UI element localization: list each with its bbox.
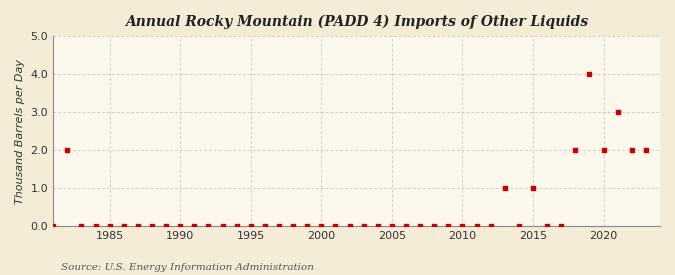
Point <box>570 148 580 152</box>
Point <box>259 224 270 228</box>
Point <box>62 148 73 152</box>
Point <box>232 224 242 228</box>
Y-axis label: Thousand Barrels per Day: Thousand Barrels per Day <box>15 59 25 204</box>
Point <box>598 148 609 152</box>
Point <box>626 148 637 152</box>
Title: Annual Rocky Mountain (PADD 4) Imports of Other Liquids: Annual Rocky Mountain (PADD 4) Imports o… <box>125 15 588 29</box>
Text: Source: U.S. Energy Information Administration: Source: U.S. Energy Information Administ… <box>61 263 314 272</box>
Point <box>90 224 101 228</box>
Point <box>514 224 524 228</box>
Point <box>457 224 468 228</box>
Point <box>414 224 425 228</box>
Point <box>641 148 651 152</box>
Point <box>245 224 256 228</box>
Point <box>76 224 87 228</box>
Point <box>387 224 398 228</box>
Point <box>556 224 566 228</box>
Point <box>358 224 369 228</box>
Point <box>584 72 595 76</box>
Point <box>203 224 214 228</box>
Point <box>316 224 327 228</box>
Point <box>146 224 157 228</box>
Point <box>528 186 539 190</box>
Point <box>373 224 383 228</box>
Point <box>612 110 623 114</box>
Point <box>175 224 186 228</box>
Point <box>485 224 496 228</box>
Point <box>443 224 454 228</box>
Point <box>161 224 171 228</box>
Point <box>542 224 553 228</box>
Point <box>288 224 298 228</box>
Point <box>48 224 59 228</box>
Point <box>118 224 129 228</box>
Point <box>104 224 115 228</box>
Point <box>429 224 439 228</box>
Point <box>189 224 200 228</box>
Point <box>500 186 510 190</box>
Point <box>132 224 143 228</box>
Point <box>217 224 228 228</box>
Point <box>273 224 284 228</box>
Point <box>400 224 411 228</box>
Point <box>344 224 355 228</box>
Point <box>471 224 482 228</box>
Point <box>302 224 313 228</box>
Point <box>330 224 341 228</box>
